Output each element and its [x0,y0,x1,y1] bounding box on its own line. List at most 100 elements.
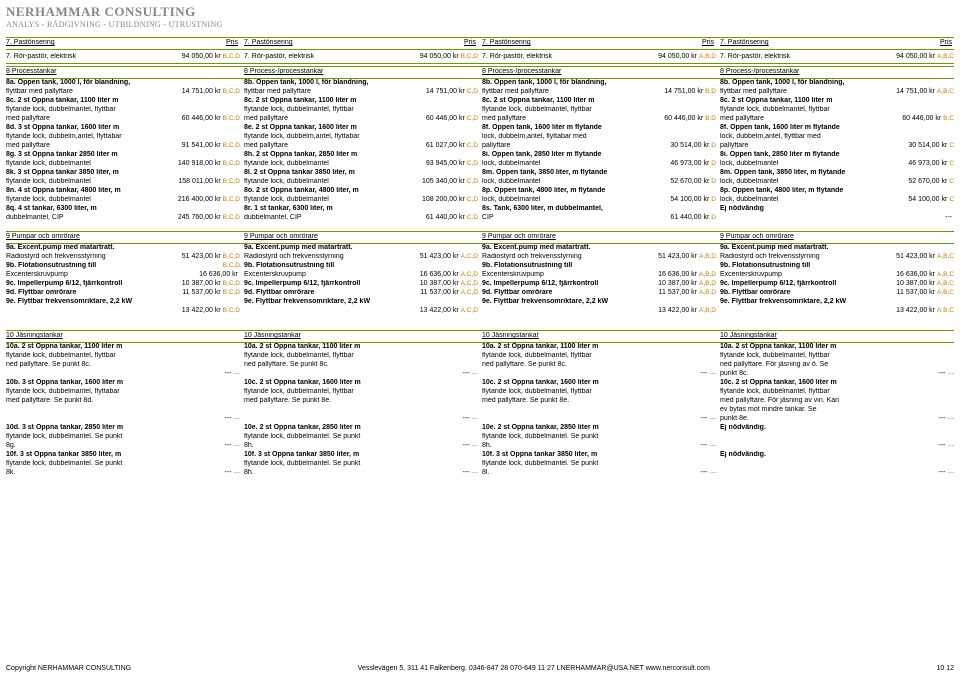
line-item: 8f. Öppen tank, 1600 liter m flytande [720,124,954,133]
heading-label: 7. Pastörisering [720,39,940,47]
item-label: 8g. [6,442,225,450]
item-label: flyttbar med pallyftare [482,88,664,96]
item-label: punkt 8e. [720,415,939,423]
heading-label: 10 Jäsningstankar [6,332,240,340]
section-heading: 10 Jäsningstankar [720,332,954,341]
line-item: 13 422,00 krA,B,D [482,307,716,316]
item-price: 140 918,00 kr [178,160,223,168]
item-price: 13 422,00 kr [896,307,937,315]
line-item: flyttbar med pallyftare14 751,00 krB,D [482,88,716,97]
line-item: 8h. 2 st Öppna tankar, 2850 liter m [244,151,478,160]
item-label: 8f. Öppen tank, 1600 liter m flytande [720,124,954,132]
heading-label: 8 Processtankar [6,68,240,76]
line-item: 9e. Flyttbar frekvensomriktare, 2,2 kW [720,298,954,307]
item-label: Excenterskruvpump [720,271,896,279]
line-item: 8q. 4 st tankar, 6300 liter, m [6,205,240,214]
item-label: 9c. Impellerpump 6/12, fjärrkontroll [244,280,420,288]
line-item: 10f. 3 st Öppna tankar 3850 liter, m [244,451,478,460]
item-price: 11 537,00 kr [182,289,222,297]
item-label: med pallyftare. Se punkt 8e. [244,397,478,405]
item-price: 54 100,00 kr [908,196,949,204]
item-label: 8m. Öppen tank, 3850 liter, m flytande [720,169,954,177]
copyright: Copyright NERHAMMAR CONSULTING [6,665,131,672]
item-label: 8l. [482,469,701,477]
item-label: lock, dubbelmantel [482,196,670,204]
line-item: 13 422,00 krA,B,C [720,307,954,316]
item-label: 9a. Excent.pump med matartratt. [482,244,716,252]
line-item: Excenterskruvpump16 636,00 kr [6,271,240,280]
heading-label: 7. Pastörisering [6,39,226,47]
line-item: flytande lock, dubbelmantel93 945,00 krC… [244,160,478,169]
line-item: flyttbar med pallyftare14 751,00 krC,D [244,88,478,97]
item-label: 8h. [244,442,463,450]
line-item: 8b. Öppen tank, 1000 l, för blandning, [244,79,478,88]
item-price: 30 514,00 kr [670,142,711,150]
line-item: flytande lock, dubbelm,antel, flyttabar [244,133,478,142]
item-label: flytande lock, dubbelmantel [6,178,178,186]
sheet: 7. PastöriseringPris7. PastöriseringPris… [0,37,960,478]
line-item: 9c. Impellerpump 6/12, fjärrkontroll10 3… [6,280,240,289]
item-price: --- [701,469,710,477]
item-label: Excenterskruvpump [6,271,199,279]
line-item: lock, dubbelmantel54 100,00 krC [720,196,954,205]
item-price: --- [701,442,710,450]
line-item: Excenterskruvpump16 636,00 krA,B,D [482,271,716,280]
line-item: 10c. 2 st Öppna tankar, 1600 liter m [244,379,478,388]
item-price: --- [225,415,234,423]
heading-label: 10 Jäsningstankar [244,332,478,340]
item-price: --- [939,469,948,477]
page-header: NERHAMMAR CONSULTING ANALYS - RÅDGIVNING… [0,0,960,35]
item-label: 8m. Öppen tank, 3850 liter, m flytande [482,169,716,177]
item-label: 9e. Flyttbar frekvensomriktare, 2,2 kW [482,298,716,306]
line-item: flytande lock, dubbelmantel, flyttbar [244,388,478,397]
item-price: 51 423,00 kr [182,253,223,261]
item-label: lock, dubbelmantel [720,160,908,168]
item-label: flytande lock, dubbelmantel. Se punkt [244,433,478,441]
line-item: flytande lock, dubbelmantel, flyttbar [482,352,716,361]
line-item: 8g.------ [6,442,240,451]
item-price: 54 100,00 kr [670,196,711,204]
item-label: 7. Rör-pastör, elektrisk [482,53,658,61]
item-label: flytande lock, dubbelmantel. Se punkt [482,460,716,468]
line-item: 10e. 2 st Öppna tankar, 2850 liter m [482,424,716,433]
item-label: 9c. Impellerpump 6/12, fjärrkontroll [482,280,658,288]
item-price: 94 050,00 kr [658,53,699,61]
line-item: 10c. 2 st Öppna tankar, 1600 liter m [720,379,954,388]
item-note: C [949,196,954,204]
line-item: ned pallyftare. För jäsning av ö. Se [720,361,954,370]
item-label: 8p. Öppen tank, 4800 liter, m flytande [482,187,716,195]
item-price: 61 440,00 kr [426,214,467,222]
line-item: 9c. Impellerpump 6/12, fjärrkontroll10 3… [720,280,954,289]
line-item: pallyftare30 514,00 krD [482,142,716,151]
item-label: 8k. 3 st Öppna tankar 3850 liter, m [6,169,240,177]
item-price: 52 670,00 kr [670,178,711,186]
item-price: --- [939,370,948,378]
item-price: 10 387,00 kr [420,280,461,288]
item-label: ned pallyftare. Se punkt 8c. [482,361,716,369]
section-heading: 8 Process-/processtankar [720,68,954,77]
item-price: 60 446,00 kr [426,115,467,123]
item-note: D [711,214,716,222]
section-heading: 8 Process-/processtankar [244,68,478,77]
item-label: 9a. Excent.pump med matartratt. [6,244,240,252]
line-item: ------ [482,415,716,424]
item-price: --- [939,442,948,450]
item-label: 9d. Flyttbar omrörare [244,289,420,297]
line-item: 8b. Öppen tank, 1000 l, för blandning, [482,79,716,88]
item-note: B,D [705,88,716,96]
item-label: flytande lock, dubbelmantel, flyttabar [6,388,240,396]
section-heading: 9 Pumpar och omrörare [720,233,954,242]
item-label: lock, dubbelmantel [482,160,670,168]
item-label: 8h. 2 st Öppna tankar, 2850 liter m [244,151,478,159]
line-item: 8n. 4 st Öppna tankar, 4800 liter, m [6,187,240,196]
item-label: flytande lock, dubbelmantel, flyttbar [244,106,478,114]
item-note: B,C,D [223,115,240,123]
item-price: 51 423,00 kr [896,253,937,261]
item-label: med pallyftare. Se punkt 8e. [482,397,716,405]
item-label: flytande lock, dubbelmantel. Se punkt [482,433,716,441]
line-item: flytande lock, dubbelmantel, flyttbar [482,106,716,115]
item-price: 13 422,00 kr [658,307,699,315]
item-note: C [949,178,954,186]
line-item: flytande lock, dubbelmantel. Se punkt [6,460,240,469]
item-price: 52 670,00 kr [908,178,949,186]
